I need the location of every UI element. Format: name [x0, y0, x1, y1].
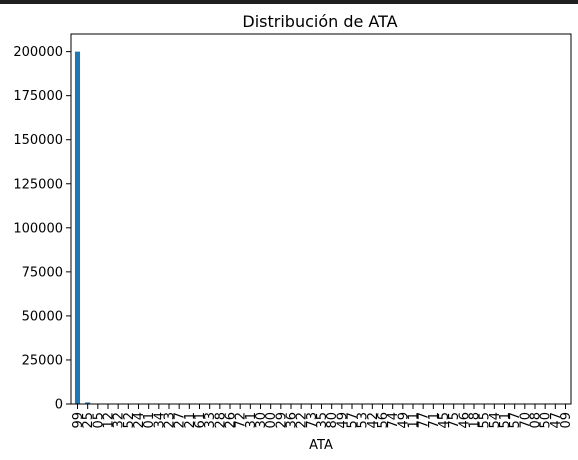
y-tick-label: 0 [55, 398, 63, 413]
x-tick-label: 51 [498, 412, 513, 429]
x-tick-label: 12 [102, 412, 117, 429]
x-tick-label: 18 [468, 412, 483, 429]
x-tick-label: 52 [122, 412, 137, 429]
x-tick-label: 30 [254, 412, 269, 429]
x-tick-label: 74 [386, 412, 401, 429]
x-tick-label: 31 [244, 412, 259, 429]
chart-title: Distribución de ATA [242, 12, 397, 31]
x-tick-label: 55 [478, 412, 493, 429]
x-tick-label: 71 [427, 412, 442, 429]
x-tick-label: 54 [488, 412, 503, 429]
y-tick-label: 75000 [22, 265, 63, 280]
x-tick-label: 01 [142, 412, 157, 429]
y-axis: 0 25000 50000 75000 100000 125000 150000 175000… [13, 45, 71, 413]
x-tick-label: 70 [518, 412, 533, 429]
x-tick-label: 47 [549, 412, 564, 429]
x-tick-label: 57 [346, 412, 361, 429]
y-tick-label: 125000 [13, 177, 63, 192]
x-tick-label: 25 [81, 412, 96, 429]
y-tick-label: 50000 [22, 309, 63, 324]
x-tick-label: 28 [213, 412, 228, 429]
x-tick-label: 09 [559, 412, 574, 429]
x-tick-label: 75 [447, 412, 462, 429]
y-tick-label: 200000 [13, 45, 63, 60]
x-tick-label: 57 [508, 412, 523, 429]
x-tick-label: 50 [539, 412, 554, 429]
x-tick-label: 61 [193, 412, 208, 429]
bars-group [74, 51, 569, 404]
x-tick-label: 24 [132, 412, 147, 429]
x-tick-label: 49 [335, 412, 350, 429]
window-top-bar [0, 0, 578, 4]
x-tick-label: 08 [529, 412, 544, 429]
x-tick-label: 23 [163, 412, 178, 429]
x-tick-label: 35 [315, 412, 330, 429]
y-tick-label: 175000 [13, 89, 63, 104]
x-tick-label: 72 [234, 412, 249, 429]
x-tick-label: 00 [264, 412, 279, 429]
x-tick-label: 29 [274, 412, 289, 429]
x-axis-label: ATA [309, 438, 333, 453]
x-tick-label: 42 [366, 412, 381, 429]
x-tick-label: 11 [407, 412, 422, 429]
x-tick-label: 05 [91, 412, 106, 429]
x-tick-label: 80 [325, 412, 340, 429]
x-tick-label: 27 [173, 412, 188, 429]
x-tick-label: 22 [295, 412, 310, 429]
x-tick-label: 77 [417, 412, 432, 429]
x-tick-label: 32 [112, 412, 127, 429]
plot-frame [70, 33, 572, 405]
x-tick-label: 99 [71, 412, 86, 429]
x-tick-label: 34 [152, 412, 167, 429]
x-tick-label: 33 [203, 412, 218, 429]
x-tick-label: 45 [437, 412, 452, 429]
bar [85, 402, 91, 404]
y-tick-label: 100000 [13, 221, 63, 236]
bar [74, 51, 81, 404]
x-tick-label: 36 [285, 412, 300, 429]
y-tick-label: 25000 [22, 353, 63, 368]
x-tick-label: 73 [305, 412, 320, 429]
x-tick-label: 46 [457, 412, 472, 429]
x-tick-label: 56 [376, 412, 391, 429]
x-axis: 9925051232522401342327216133282672313000… [71, 404, 574, 429]
y-tick-label: 150000 [13, 133, 63, 148]
x-tick-label: 53 [356, 412, 371, 429]
x-tick-label: 21 [183, 412, 198, 429]
x-tick-label: 49 [396, 412, 411, 429]
x-tick-label: 26 [224, 412, 239, 429]
